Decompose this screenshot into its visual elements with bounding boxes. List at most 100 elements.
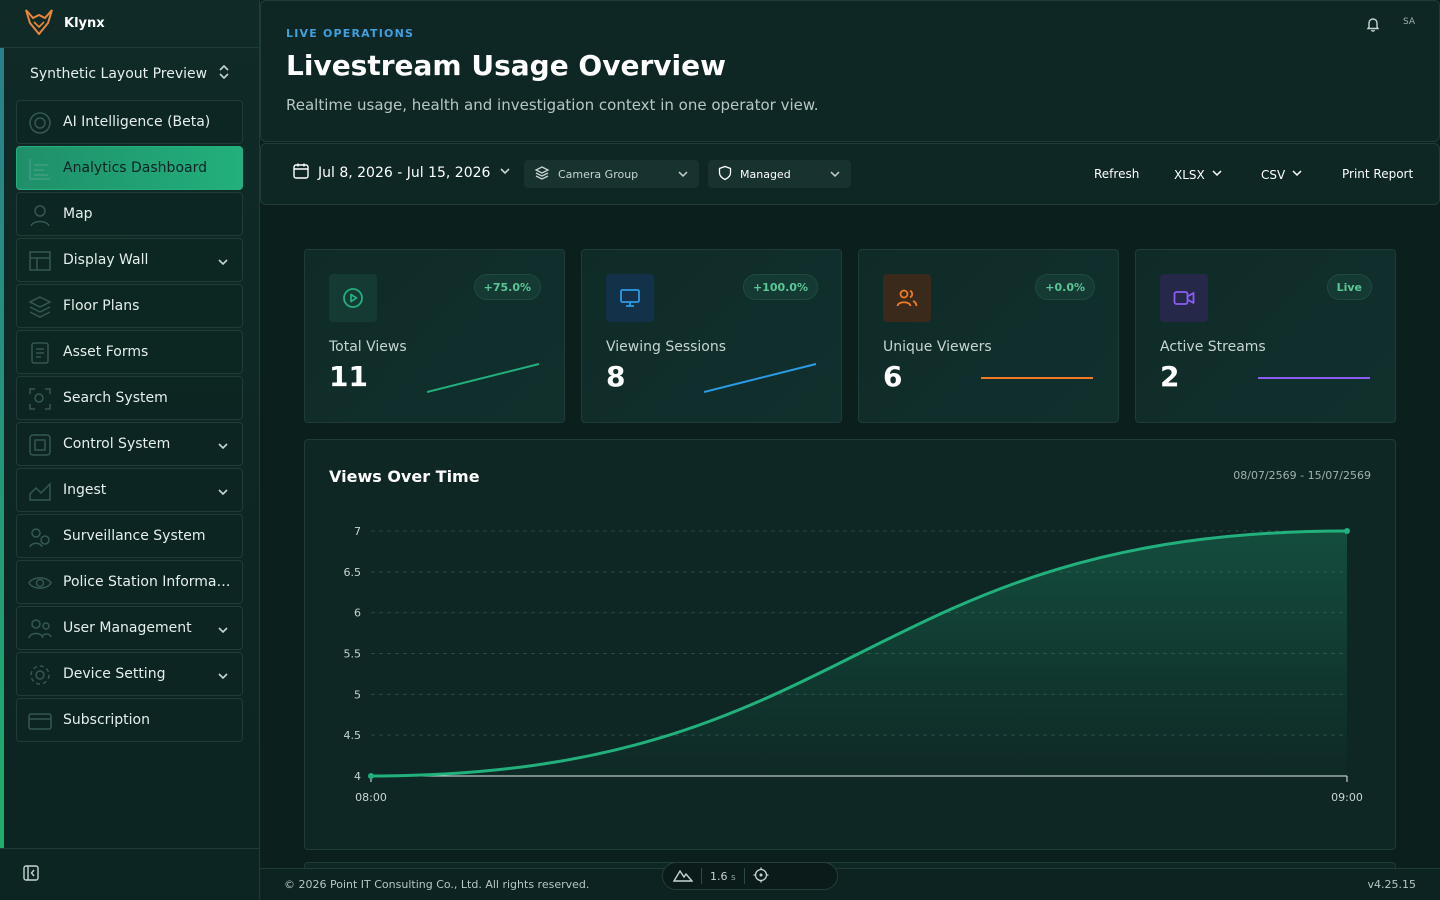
csv-label: CSV [1261,167,1286,182]
data-point[interactable] [368,773,374,779]
sidebar-item-surveillance-system[interactable]: Surveillance System [16,514,243,558]
page-subtitle: Realtime usage, health and investigation… [286,96,819,114]
xlsx-export-button[interactable]: XLSX [1174,167,1223,182]
workspace-name: Synthetic Layout Preview [30,66,208,82]
floor-plans-icon [28,296,52,318]
sidebar-item-label: Ingest [63,482,107,498]
sidebar-item-label: Search System [63,390,168,406]
sidebar-item-search-system[interactable]: Search System [16,376,243,420]
filter-toolbar: Jul 8, 2026 - Jul 15, 2026 Camera Group … [260,143,1440,205]
sidebar-item-control-system[interactable]: Control System [16,422,243,466]
sidebar-item-subscription[interactable]: Subscription [16,698,243,742]
stat-value: 6 [883,360,903,393]
managed-select[interactable]: Managed [708,160,851,188]
monitor-icon [606,274,654,322]
sidebar-item-display-wall[interactable]: Display Wall [16,238,243,282]
sidebar-item-ai-intelligence-beta[interactable]: AI Intelligence (Beta) [16,100,243,144]
brand[interactable]: Klynx [0,0,260,48]
sidebar-item-user-management[interactable]: User Management [16,606,243,650]
sidebar-footer [0,848,260,900]
chevron-down-icon [216,484,230,503]
subscription-icon [28,713,52,730]
sidebar-item-label: User Management [63,620,192,636]
y-tick-label: 5.5 [344,648,362,661]
sidebar-item-asset-forms[interactable]: Asset Forms [16,330,243,374]
chevron-up-down-icon [218,63,230,85]
camera-group-placeholder: Camera Group [558,167,639,181]
chevron-down-icon [216,668,230,687]
sidebar-item-label: Asset Forms [63,344,149,360]
play-circle-icon [329,274,377,322]
stat-label: Viewing Sessions [606,339,727,355]
video-icon [1160,274,1208,322]
date-range-picker[interactable]: Jul 8, 2026 - Jul 15, 2026 [292,162,512,184]
camera-group-select[interactable]: Camera Group [524,160,699,188]
xlsx-label: XLSX [1174,167,1205,182]
perf-unit: s [731,872,736,883]
performance-indicator[interactable]: 1.6 s [662,862,838,890]
mountain-logo-icon [672,868,694,885]
chart-date-range: 08/07/2569 - 15/07/2569 [1233,469,1371,482]
brand-name: Klynx [64,16,105,31]
data-point[interactable] [1344,528,1350,534]
chevron-down-icon [1211,167,1223,182]
sidebar-item-ingest[interactable]: Ingest [16,468,243,512]
chevron-down-icon [216,622,230,641]
sidebar-item-label: Police Station Informati... [63,574,231,590]
sidebar-item-map[interactable]: Map [16,192,243,236]
stat-card-unique-viewers: +0.0% Unique Viewers 6 [858,249,1119,423]
sparkline [981,377,1093,379]
sidebar-item-label: Display Wall [63,252,149,268]
calendar-icon [292,162,310,184]
y-tick-label: 4 [354,770,361,783]
page-eyebrow: LIVE OPERATIONS [286,27,415,40]
sidebar-item-label: Map [63,206,93,222]
shield-icon [718,165,732,184]
y-tick-label: 6 [354,607,361,620]
views-chart: 4 4.5 5 5.5 6 6.5 7 08:00 09:00 [344,525,1363,804]
sidebar-item-police-station-informati[interactable]: Police Station Informati... [16,560,243,604]
perf-number: 1.6 [710,869,728,883]
y-tick-label: 6.5 [344,566,362,579]
csv-export-button[interactable]: CSV [1261,167,1303,182]
collapse-sidebar-icon[interactable] [22,864,40,886]
chevron-down-icon [216,438,230,457]
ai-icon [29,112,51,134]
sidebar-item-floor-plans[interactable]: Floor Plans [16,284,243,328]
version-text: v4.25.15 [1367,878,1417,891]
device-setting-icon [30,665,50,685]
print-report-button[interactable]: Print Report [1342,167,1413,181]
divider [743,868,745,884]
sparkline [1258,377,1370,379]
workspace-switcher[interactable]: Synthetic Layout Preview [16,56,244,92]
bell-icon[interactable] [1365,16,1381,36]
stat-value: 8 [606,360,626,393]
y-tick-label: 5 [354,688,361,701]
sidebar-item-label: Subscription [63,712,150,728]
stat-badge: Live [1326,274,1372,300]
sidebar-item-label: Control System [63,436,171,452]
stat-value: 11 [329,360,368,393]
chart-title: Views Over Time [329,467,480,486]
stat-card-viewing-sessions: +100.0% Viewing Sessions 8 [581,249,842,423]
stat-card-total-views: +75.0% Total Views 11 [304,249,565,423]
sparkline [704,363,817,393]
perf-value: 1.6 s [710,870,736,883]
analytics-icon [29,159,50,180]
refresh-label: Refresh [1094,167,1140,181]
stat-badge: +0.0% [1035,274,1095,300]
sidebar-item-device-setting[interactable]: Device Setting [16,652,243,696]
refresh-button[interactable]: Refresh [1094,167,1139,181]
sidebar-nav: AI Intelligence (Beta) Analytics Dashboar… [16,100,243,744]
surveillance-icon [29,528,50,548]
sidebar-item-label: Device Setting [63,666,166,682]
search-system-icon [29,388,51,410]
page-header: LIVE OPERATIONS Livestream Usage Overvie… [260,0,1440,142]
sidebar-item-analytics-dashboard[interactable]: Analytics Dashboard [16,146,243,190]
stat-label: Active Streams [1160,339,1266,355]
divider [701,868,702,884]
stat-badge: +75.0% [473,274,541,300]
crosshair-icon[interactable] [753,867,769,886]
sidebar-accent-bar [0,48,4,848]
avatar[interactable]: SA [1403,17,1416,27]
